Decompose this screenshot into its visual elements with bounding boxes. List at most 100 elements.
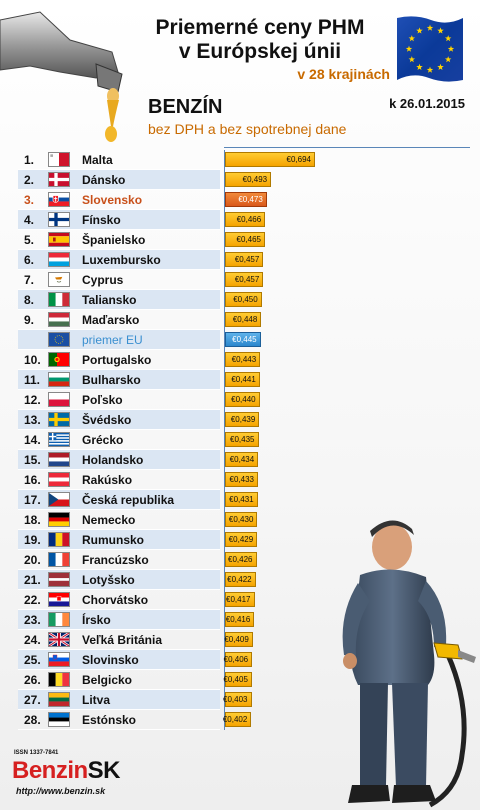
rank: 14. [24, 433, 41, 447]
logo-name-red: Benzin [12, 757, 88, 784]
price-label: €0,493 [242, 175, 268, 184]
rank: 23. [24, 613, 41, 627]
bar-track: €0,440 [224, 390, 471, 410]
bar-track: €0,694 [224, 150, 471, 170]
row-label-cell: 6. Luxembursko [18, 250, 220, 270]
eu-star [416, 63, 423, 70]
table-row: 13. Švédsko €0,439 [18, 410, 470, 430]
price-bar: €0,450 [225, 292, 262, 307]
bar-track: €0,403 [223, 690, 471, 710]
price-label: €0,457 [234, 255, 260, 264]
row-label-cell: 22. Chorvátsko [18, 590, 220, 610]
country-name: Lotyšsko [82, 573, 135, 587]
price-label: €0,473 [238, 195, 263, 204]
bar-track: €0,445 [224, 330, 471, 350]
rank: 28. [24, 713, 41, 727]
price-bar: €0,416 [225, 612, 255, 627]
row-label-cell: 28. Estónsko [18, 710, 220, 730]
price-note: bez DPH a bez spotrebnej dane [148, 121, 347, 137]
country-name: Slovinsko [82, 653, 139, 667]
table-row: 7. Cyprus €0,457 [18, 270, 470, 290]
table-row: 19. Rumunsko €0,429 [18, 530, 470, 550]
greece-flag-icon [48, 432, 70, 447]
price-label: €0,457 [234, 275, 260, 284]
price-bar: €0,448 [225, 312, 262, 327]
eu-star [405, 45, 413, 52]
rank: 16. [24, 473, 41, 487]
table-row: 24. Veľká Británia €0,409 [18, 630, 470, 650]
row-label-cell: 10. Portugalsko [18, 350, 220, 370]
eu-star [444, 35, 452, 42]
eu-star [426, 66, 434, 73]
bar-track: €0,434 [224, 450, 471, 470]
price-label: €0,694 [286, 155, 311, 164]
latvia-flag-icon [48, 572, 70, 587]
fuel-type: BENZÍN [148, 96, 223, 118]
country-name: Portugalsko [82, 353, 152, 367]
bar-track: €0,429 [224, 530, 471, 550]
rank: 12. [24, 393, 41, 407]
germany-flag-icon [48, 512, 70, 527]
bar-track: €0,402 [223, 710, 471, 730]
price-bar: €0,409 [224, 632, 253, 647]
portugal-flag-icon [48, 352, 70, 367]
row-label-cell: priemer EU [18, 330, 220, 350]
rank: 21. [24, 573, 41, 587]
price-bar: €0,429 [225, 532, 258, 547]
bar-track: €0,439 [224, 410, 471, 430]
row-label-cell: 9. Maďarsko [18, 310, 220, 330]
price-bar: €0,457 [225, 272, 264, 287]
row-label-cell: 23. Írsko [18, 610, 220, 630]
netherlands-flag-icon [48, 452, 70, 467]
poland-flag-icon [48, 392, 70, 407]
country-name: Slovensko [82, 193, 143, 207]
table-row: 17. Česká republika €0,431 [18, 490, 470, 510]
eu-star [447, 45, 455, 52]
price-label: €0,409 [224, 635, 249, 644]
price-bar: €0,457 [225, 252, 264, 267]
bar-track: €0,426 [224, 550, 471, 570]
row-label-cell: 12. Poľsko [18, 390, 220, 410]
czech-flag-icon [48, 492, 70, 507]
austria-flag-icon [48, 472, 70, 487]
country-name: Malta [82, 153, 113, 167]
country-name: Španielsko [82, 233, 146, 247]
price-label: €0,403 [223, 695, 248, 704]
country-name: Nemecko [82, 513, 136, 527]
bar-track: €0,457 [224, 270, 471, 290]
country-name: Grécko [82, 433, 124, 447]
country-count: v 28 krajinách [297, 66, 390, 82]
price-bar: €0,405 [223, 672, 252, 687]
row-label-cell: 15. Holandsko [18, 450, 220, 470]
eu-flag-icon [48, 332, 70, 347]
row-label-cell: 21. Lotyšsko [18, 570, 220, 590]
price-label: €0,434 [229, 455, 255, 464]
price-bar: €0,430 [225, 512, 258, 527]
price-label: €0,448 [232, 315, 258, 324]
price-bar: €0,417 [225, 592, 255, 607]
price-bar: €0,403 [223, 692, 252, 707]
country-name: Taliansko [82, 293, 137, 307]
country-name: Cyprus [82, 273, 124, 287]
cyprus-flag-icon [48, 272, 70, 287]
bar-track: €0,422 [224, 570, 471, 590]
rank: 8. [24, 293, 35, 307]
bar-track: €0,457 [224, 250, 471, 270]
price-bar: €0,402 [223, 712, 252, 727]
table-row: 16. Rakúsko €0,433 [18, 470, 470, 490]
table-row: 8. Taliansko €0,450 [18, 290, 470, 310]
italy-flag-icon [48, 292, 70, 307]
table-row: 4. Fínsko €0,466 [18, 210, 470, 230]
table-row: 27. Litva €0,403 [18, 690, 470, 710]
country-name: Fínsko [82, 213, 121, 227]
price-bar: €0,694 [225, 152, 315, 167]
row-label-cell: 13. Švédsko [18, 410, 220, 430]
country-name: Veľká Británia [82, 633, 162, 647]
rank: 1. [24, 153, 35, 167]
price-bar: €0,426 [225, 552, 257, 567]
price-bar: €0,406 [224, 652, 253, 667]
price-label: €0,435 [230, 435, 255, 444]
website-link[interactable]: http://www.benzin.sk [16, 786, 106, 796]
bar-track: €0,405 [223, 670, 471, 690]
country-name: Česká republika [82, 493, 175, 507]
